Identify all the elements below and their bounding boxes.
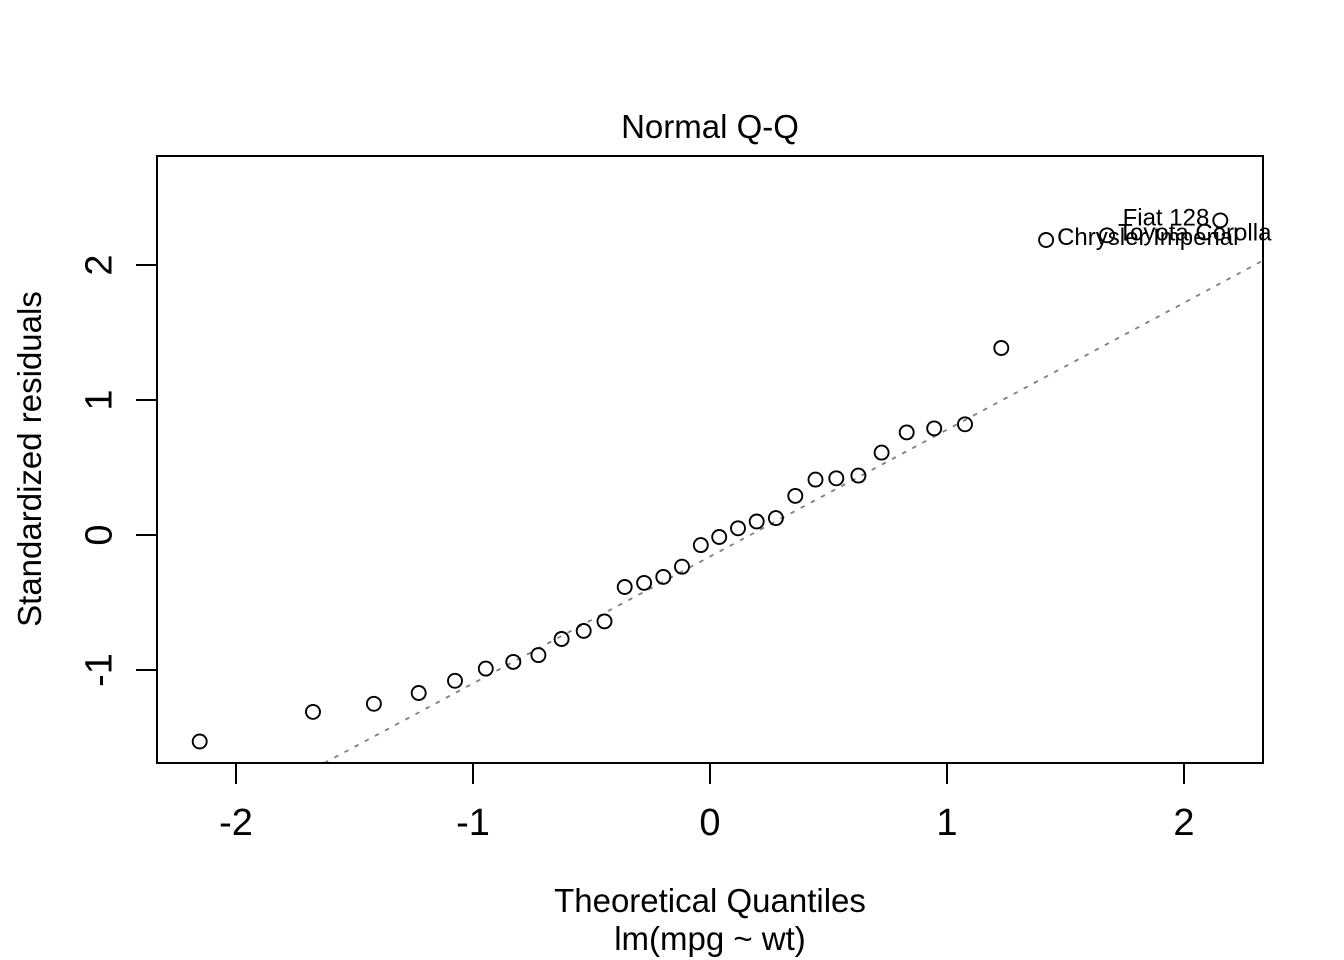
data-point xyxy=(993,340,1010,356)
data-point xyxy=(692,537,709,554)
data-point xyxy=(410,685,427,701)
data-point xyxy=(636,574,653,591)
data-point xyxy=(850,467,867,484)
data-point xyxy=(1038,232,1055,248)
data-point xyxy=(305,703,321,720)
y-axis-tick-label: 1 xyxy=(79,389,121,410)
data-point xyxy=(575,622,592,639)
data-point xyxy=(926,420,943,437)
data-point xyxy=(477,660,494,677)
data-point xyxy=(711,529,728,545)
data-point xyxy=(191,733,208,750)
data-point xyxy=(787,487,804,504)
data-point xyxy=(873,444,890,461)
data-point xyxy=(898,424,915,441)
data-point xyxy=(553,631,570,647)
data-point xyxy=(365,695,382,712)
x-axis-tick-label: 2 xyxy=(1173,802,1194,844)
model-formula-label: lm(mpg ~ wt) xyxy=(614,920,806,957)
data-point xyxy=(828,470,845,487)
data-point xyxy=(616,579,633,595)
data-point xyxy=(674,558,690,575)
y-axis-tick-label: -1 xyxy=(79,653,121,687)
y-axis-label: Standardized residuals xyxy=(11,291,48,627)
data-point xyxy=(447,672,463,689)
x-axis-tick-label: -1 xyxy=(456,802,490,844)
point-label-fiat-128: Fiat 128 xyxy=(1123,204,1210,231)
data-point xyxy=(748,513,765,530)
data-point xyxy=(1099,227,1115,244)
data-point xyxy=(957,416,973,433)
x-axis-label: Theoretical Quantiles xyxy=(554,882,866,919)
x-axis-tick-label: 1 xyxy=(936,802,957,844)
data-point xyxy=(505,653,522,670)
data-point xyxy=(655,568,672,585)
point-label-toyota-corolla: Toyota Corolla xyxy=(1118,219,1272,246)
data-point xyxy=(1212,212,1229,229)
data-point xyxy=(530,647,547,664)
data-point xyxy=(596,613,613,630)
point-label-chrysler-imperial: Chrysler Imperial xyxy=(1057,224,1238,251)
plot-title: Normal Q-Q xyxy=(621,108,799,145)
x-axis-tick-label: -2 xyxy=(219,802,253,844)
data-point xyxy=(730,520,746,537)
y-axis-tick-label: 0 xyxy=(79,524,121,545)
data-point xyxy=(807,471,824,488)
x-axis-tick-label: 0 xyxy=(699,802,720,844)
data-point xyxy=(767,510,784,527)
qq-reference-line xyxy=(323,259,1264,764)
y-axis-tick-label: 2 xyxy=(79,254,121,275)
